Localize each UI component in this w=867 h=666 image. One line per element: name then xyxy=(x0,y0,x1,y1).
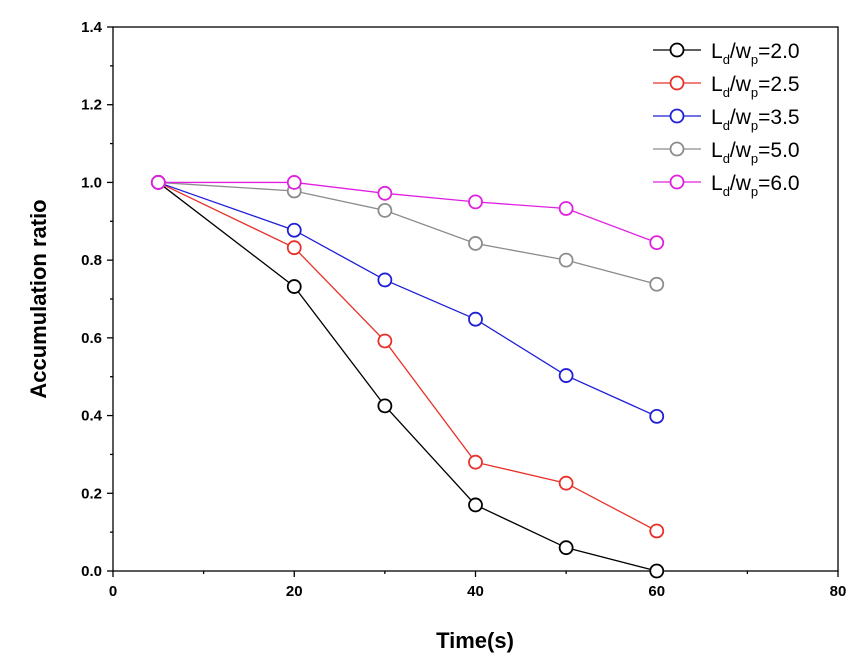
data-point xyxy=(286,222,302,238)
legend-label-a: L xyxy=(711,40,723,63)
legend-label-b-sub: p xyxy=(751,118,758,133)
legend-label-a: L xyxy=(711,172,723,195)
legend-label-b: /w xyxy=(730,139,752,162)
data-point xyxy=(649,523,665,539)
series-4 xyxy=(150,175,665,251)
series-0 xyxy=(150,175,665,579)
data-point xyxy=(649,563,665,579)
data-point xyxy=(468,454,483,470)
legend-label-value: =5.0 xyxy=(758,139,799,162)
data-point xyxy=(286,279,302,294)
legend-label-b-sub: p xyxy=(751,151,758,166)
data-point xyxy=(558,201,574,216)
data-point xyxy=(468,497,483,513)
legend-label-a-sub: d xyxy=(723,118,730,133)
legend-entry: Ld/wp=2.5 xyxy=(653,73,800,100)
legend-label-value: =6.0 xyxy=(758,172,799,195)
data-point xyxy=(150,175,166,190)
series-layer xyxy=(150,175,665,579)
data-point xyxy=(377,185,393,201)
series-line xyxy=(157,181,657,572)
data-point xyxy=(377,272,393,288)
legend-label-b: /w xyxy=(730,172,752,195)
series-line xyxy=(158,181,658,532)
legend-label-b: /w xyxy=(730,40,752,63)
legend-entry: Ld/wp=3.5 xyxy=(653,106,800,133)
legend-marker xyxy=(669,141,685,157)
legend-label-a: L xyxy=(711,139,723,162)
x-tick-labels: 0 20 40 60 80 xyxy=(109,583,847,600)
data-point xyxy=(558,252,574,268)
x-tick-label: 40 xyxy=(467,583,484,600)
data-point xyxy=(649,276,665,292)
legend-label: Ld/wp=6.0 xyxy=(711,172,800,199)
legend-label-a-sub: d xyxy=(723,151,730,166)
legend-label-b: /w xyxy=(730,106,752,129)
data-point xyxy=(286,175,302,190)
legend-label: Ld/wp=2.0 xyxy=(711,40,800,67)
data-point xyxy=(558,540,574,556)
legend-label: Ld/wp=5.0 xyxy=(711,139,800,166)
data-point xyxy=(468,236,483,251)
series-line xyxy=(158,181,657,244)
y-tick-label: 0.2 xyxy=(81,485,102,502)
data-point xyxy=(377,398,393,414)
legend-label-a: L xyxy=(711,106,723,129)
legend-label: Ld/wp=2.5 xyxy=(711,73,800,100)
y-tick-label: 1.2 xyxy=(81,97,102,114)
series-line xyxy=(158,181,658,417)
legend-marker xyxy=(669,174,685,190)
series-1 xyxy=(150,175,665,539)
y-tick-label: 1.0 xyxy=(81,174,102,191)
legend-entry: Ld/wp=2.0 xyxy=(653,40,800,67)
legend-label-b: /w xyxy=(730,73,752,96)
legend-label-a-sub: d xyxy=(723,85,730,100)
legend-label-value: =2.5 xyxy=(758,73,799,96)
y-tick-label: 0.4 xyxy=(81,408,103,425)
legend-label-a-sub: d xyxy=(723,52,730,67)
legend-label-value: =2.0 xyxy=(758,40,799,63)
axis-ticks xyxy=(107,26,839,577)
legend-label-a-sub: d xyxy=(723,184,730,199)
y-tick-label: 0.0 xyxy=(81,563,102,580)
legend-entry: Ld/wp=5.0 xyxy=(653,139,800,166)
data-point xyxy=(649,235,665,251)
y-tick-labels: 0.0 0.2 0.4 0.6 0.8 1.0 1.2 1.4 xyxy=(81,19,103,580)
data-point xyxy=(649,408,665,424)
legend-marker xyxy=(669,108,685,124)
y-tick-label: 0.6 xyxy=(81,330,102,347)
x-tick-label: 0 xyxy=(109,583,117,600)
y-axis-title: Accumulation ratio xyxy=(26,199,51,398)
x-tick-label: 80 xyxy=(830,583,847,600)
legend-label-value: =3.5 xyxy=(758,106,799,129)
data-point xyxy=(558,475,574,491)
x-tick-label: 60 xyxy=(648,583,665,600)
data-point xyxy=(377,203,393,218)
data-point xyxy=(468,194,483,210)
legend-label-a: L xyxy=(711,73,723,96)
x-axis-title: Time(s) xyxy=(436,628,514,653)
series-line xyxy=(158,181,657,285)
legend-entry: Ld/wp=6.0 xyxy=(653,172,800,199)
legend-label: Ld/wp=3.5 xyxy=(711,106,800,133)
series-3 xyxy=(150,175,665,292)
data-point xyxy=(286,240,302,256)
data-point xyxy=(558,368,574,383)
y-tick-label: 1.4 xyxy=(81,19,103,36)
y-tick-label: 0.8 xyxy=(81,252,102,269)
legend-marker xyxy=(669,42,685,58)
legend-marker xyxy=(669,75,685,91)
x-tick-label: 20 xyxy=(286,583,303,600)
legend-label-b-sub: p xyxy=(751,85,758,100)
data-point xyxy=(377,333,393,349)
legend-label-b-sub: p xyxy=(751,184,758,199)
data-point xyxy=(468,311,483,327)
series-2 xyxy=(150,175,665,424)
legend: Ld/wp=2.0Ld/wp=2.5Ld/wp=3.5Ld/wp=5.0Ld/w… xyxy=(653,40,800,199)
legend-label-b-sub: p xyxy=(751,52,758,67)
